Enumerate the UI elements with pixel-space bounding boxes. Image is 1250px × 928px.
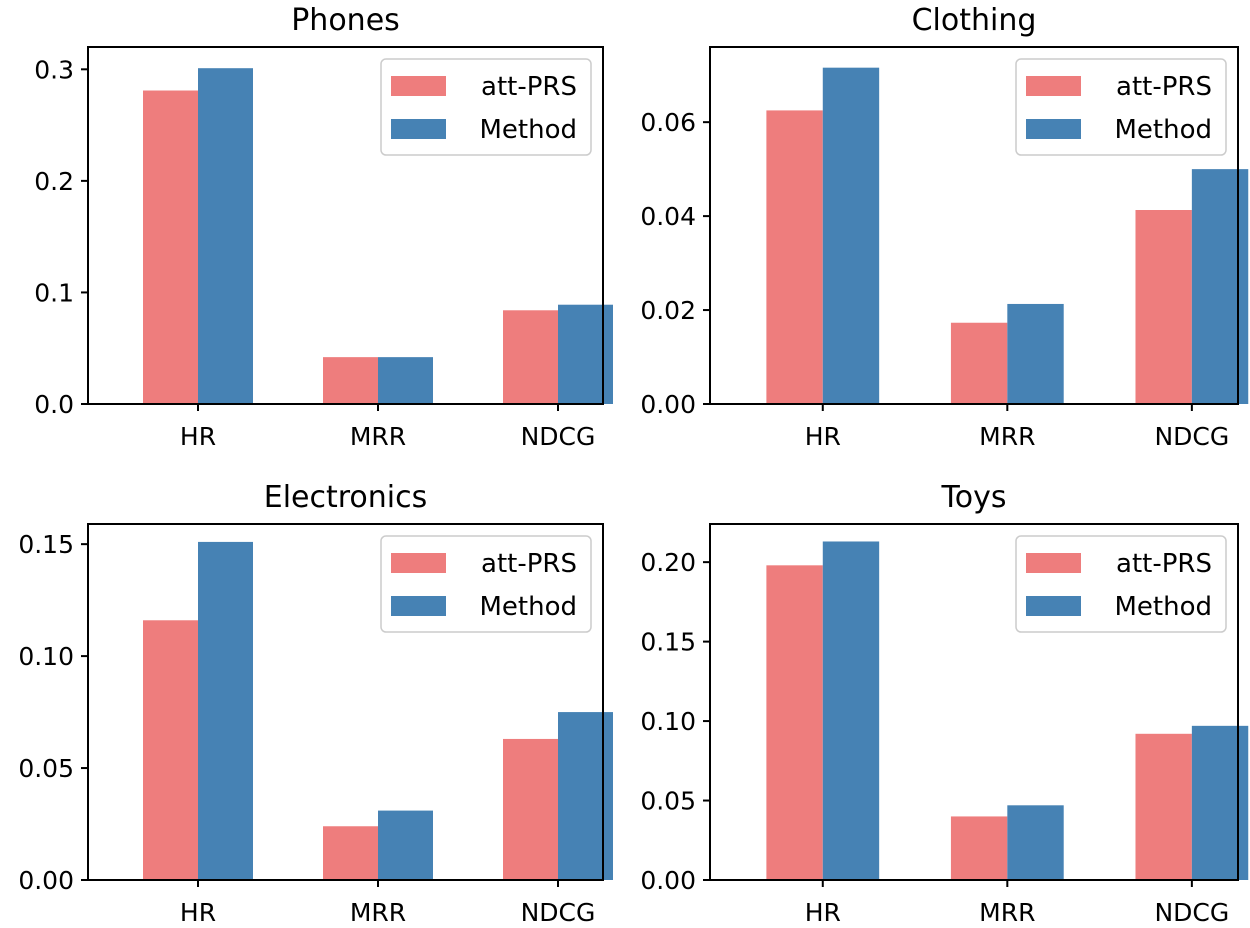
legend-label: Method [479, 115, 577, 145]
x-tick-label: NDCG [521, 422, 596, 451]
chart-panel-1: Clothing 0.00 0.02 0.04 0.06 HR MRR NDCG att-PRS… [640, 3, 1249, 451]
y-tick-label: 0.1 [34, 278, 74, 307]
legend-swatch [391, 76, 446, 96]
bar-att-prs-ndcg [503, 738, 558, 880]
y-tick-label: 0.3 [34, 55, 74, 84]
x-tick-label: HR [805, 898, 841, 927]
x-tick-label: HR [805, 422, 841, 451]
y-tick-label: 0.05 [640, 787, 696, 816]
bar-method-ndcg [558, 304, 613, 404]
axes-frame [709, 523, 1239, 881]
chart-panel-0: Phones 0.0 0.1 0.2 0.3 HR MRR NDCG att-PRS Method [34, 3, 613, 451]
y-tick-label: 0.00 [640, 390, 696, 419]
legend: att-PRS Method [1015, 535, 1227, 633]
y-tick-label: 0.20 [640, 548, 696, 577]
x-tick-label: MRR [979, 422, 1035, 451]
legend-swatch [391, 119, 446, 139]
panel-title: Electronics [264, 480, 428, 515]
y-tick-label: 0.00 [640, 866, 696, 895]
bar-method-hr [822, 67, 880, 405]
x-tick-label: HR [180, 422, 216, 451]
bar-att-prs-hr [766, 110, 823, 404]
x-tick-label: MRR [350, 898, 406, 927]
legend: att-PRS Method [380, 535, 592, 633]
legend-label: Method [1114, 115, 1212, 145]
panel-title: Toys [941, 480, 1007, 515]
legend-label: att-PRS [1116, 549, 1212, 579]
bar-method-mrr [378, 357, 433, 404]
y-tick-label: 0.02 [640, 296, 696, 325]
legend: att-PRS Method [1015, 58, 1227, 156]
legend-label: att-PRS [481, 549, 577, 579]
bar-att-prs-ndcg [503, 310, 558, 404]
x-tick-label: MRR [979, 898, 1035, 927]
y-tick-label: 0.15 [640, 628, 696, 657]
bar-att-prs-hr [143, 90, 198, 404]
x-tick-label: MRR [350, 422, 406, 451]
legend-label: Method [479, 592, 577, 622]
bar-method-ndcg [558, 712, 613, 880]
bar-att-prs-mrr [950, 322, 1008, 404]
y-tick-label: 0.05 [18, 754, 74, 783]
y-tick-label: 0.04 [640, 202, 696, 231]
bar-method-mrr [378, 810, 433, 880]
bar-method-mrr [1007, 805, 1064, 880]
bar-method-hr [198, 68, 253, 404]
y-tick-label: 0.15 [18, 530, 74, 559]
y-tick-label: 0.0 [34, 390, 74, 419]
axes-frame [709, 46, 1239, 405]
bar-method-hr [198, 541, 253, 880]
bar-att-prs-mrr [323, 826, 378, 880]
bar-att-prs-hr [766, 565, 823, 880]
x-tick-label: NDCG [521, 898, 596, 927]
legend-label: att-PRS [1116, 72, 1212, 102]
legend-swatch [1026, 119, 1081, 139]
bar-att-prs-mrr [323, 357, 378, 404]
y-tick-label: 0.10 [640, 707, 696, 736]
axes-frame [87, 46, 604, 405]
bar-att-prs-ndcg [1135, 733, 1192, 880]
legend-swatch [1026, 596, 1081, 616]
legend-swatch [1026, 553, 1081, 573]
chart-panel-3: Toys 0.00 0.05 0.10 0.15 0.20 HR MRR NDCG att-PRS… [640, 480, 1249, 927]
y-tick-label: 0.00 [18, 866, 74, 895]
chart-panel-2: Electronics 0.00 0.05 0.10 0.15 HR MRR NDCG att-… [18, 480, 613, 927]
legend-swatch [391, 553, 446, 573]
x-tick-label: NDCG [1154, 422, 1229, 451]
legend-swatch [1026, 76, 1081, 96]
y-tick-label: 0.2 [34, 167, 74, 196]
legend-label: Method [1114, 592, 1212, 622]
legend: att-PRS Method [380, 58, 592, 156]
panel-title: Phones [291, 3, 400, 38]
y-tick-label: 0.06 [640, 108, 696, 137]
bar-att-prs-hr [143, 620, 198, 880]
legend-label: att-PRS [481, 72, 577, 102]
bar-method-hr [822, 541, 880, 880]
legend-swatch [391, 596, 446, 616]
bar-method-ndcg [1191, 169, 1249, 404]
bar-method-ndcg [1191, 725, 1249, 880]
x-tick-label: NDCG [1154, 898, 1229, 927]
x-tick-label: HR [180, 898, 216, 927]
bar-att-prs-ndcg [1135, 210, 1192, 404]
axes-frame [87, 523, 604, 881]
bar-method-mrr [1007, 303, 1064, 404]
panel-title: Clothing [912, 3, 1037, 38]
y-tick-label: 0.10 [18, 642, 74, 671]
bar-att-prs-mrr [950, 816, 1008, 880]
